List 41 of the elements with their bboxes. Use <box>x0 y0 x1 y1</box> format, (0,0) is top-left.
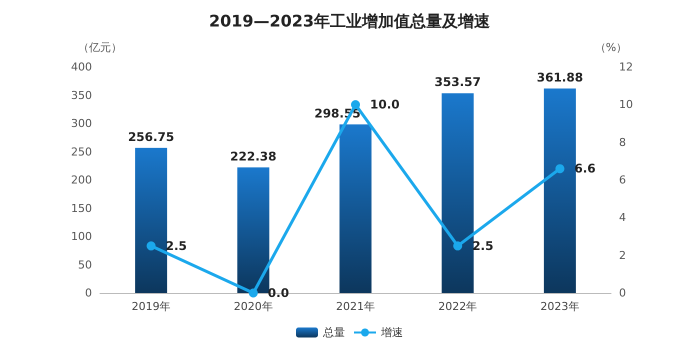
point <box>248 288 258 298</box>
legend-label: 增速 <box>380 326 403 339</box>
y2-tick-label: 12 <box>619 60 633 74</box>
point <box>453 241 462 250</box>
y2-tick-label: 10 <box>619 98 633 112</box>
x-tick-label: 2019年 <box>132 300 171 313</box>
data-label: 361.88 <box>536 70 584 85</box>
y2-tick-label: 6 <box>619 174 626 186</box>
y-tick-label: 50 <box>78 258 92 272</box>
x-tick-label: 2023年 <box>540 300 580 313</box>
y-tick-label: 150 <box>71 202 92 215</box>
chart-title: 2019—2023年工业增加值总量及增速 <box>208 12 492 30</box>
data-label: 0.0 <box>268 286 290 300</box>
y-tick-label: 200 <box>71 174 92 186</box>
y-tick-label: 100 <box>71 230 92 243</box>
y-tick-label: 0 <box>85 286 92 300</box>
y-tick-label: 300 <box>71 117 92 130</box>
bar <box>340 124 372 293</box>
bar <box>237 167 270 293</box>
y2-tick-label: 2 <box>619 248 626 262</box>
y2-tick-label: 4 <box>619 211 626 224</box>
y-tick-label: 250 <box>71 145 92 158</box>
y-tick-label: 400 <box>71 60 92 74</box>
x-tick-label: 2020年 <box>234 300 273 313</box>
y2-tick-label: 0 <box>619 286 626 300</box>
y-tick-label: 350 <box>71 88 92 102</box>
y-axis-title: （亿元） <box>78 41 122 54</box>
bar <box>135 148 168 293</box>
bar <box>544 88 576 293</box>
data-label: 256.75 <box>128 130 174 144</box>
data-label: 10.0 <box>370 98 400 112</box>
y2-tick-label: 8 <box>619 136 626 149</box>
point <box>555 164 564 174</box>
data-label: 222.38 <box>230 149 276 164</box>
bar <box>442 93 474 293</box>
data-label: 353.57 <box>434 75 481 90</box>
point <box>146 241 156 250</box>
x-tick-label: 2021年 <box>336 300 375 313</box>
x-tick-label: 2022年 <box>438 300 478 313</box>
legend-label: 总量 <box>322 326 345 339</box>
y2-axis-title: （%） <box>594 41 628 54</box>
